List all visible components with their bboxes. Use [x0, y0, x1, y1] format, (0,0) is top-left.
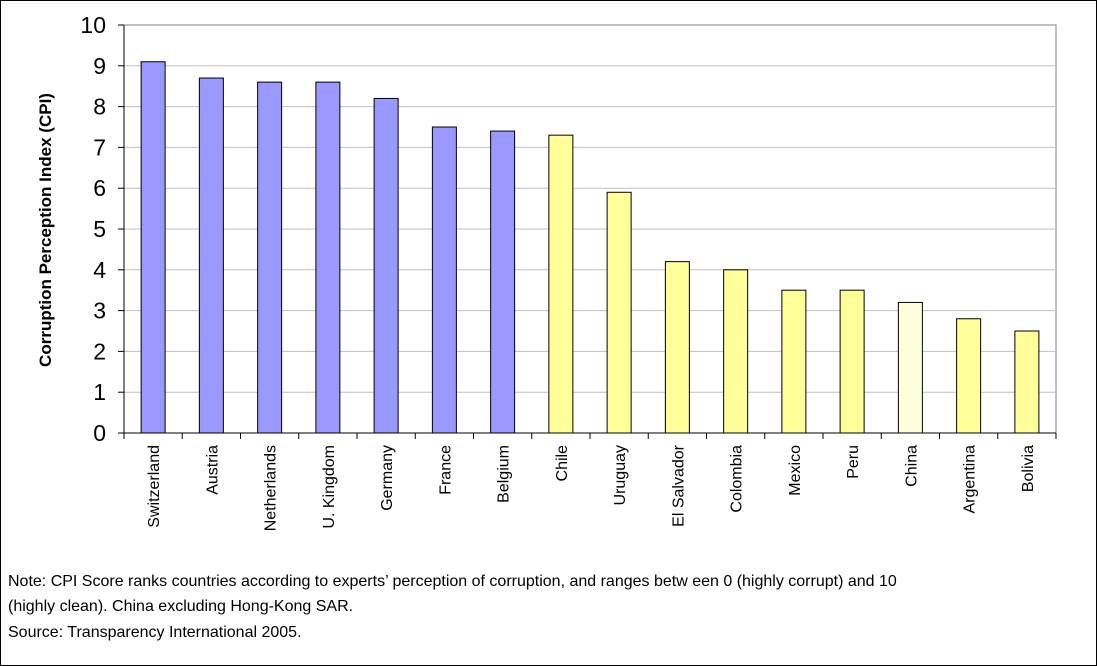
- x-tick-label: France: [437, 445, 454, 495]
- x-tick-label: China: [903, 445, 920, 487]
- bar-mexico: [781, 289, 807, 434]
- bar-bolivia: [1014, 330, 1040, 434]
- source-text: Source: Transparency International 2005.: [8, 624, 302, 641]
- bar-colombia: [723, 269, 749, 434]
- bar-belgium: [490, 130, 516, 434]
- y-tick-labels: 0 1 2 3 4 5 6 7 8 9 10: [80, 12, 106, 446]
- y-axis-label: Corruption Perception Index (CPI): [36, 93, 55, 367]
- x-tick-label: Switzerland: [146, 445, 163, 528]
- x-tick-label: Austria: [204, 445, 221, 495]
- y-tick-label: 0: [93, 420, 106, 446]
- y-tick-label: 1: [93, 379, 106, 405]
- bar-china: [897, 301, 923, 434]
- bar-el-salvador: [664, 261, 690, 434]
- bar-uruguay: [606, 191, 632, 434]
- x-tick-label: El Salvador: [670, 444, 687, 526]
- x-tick-label: Germany: [379, 445, 396, 511]
- note-text: Note: CPI Score ranks countries accordin…: [8, 573, 897, 590]
- x-tick-label: Argentina: [962, 445, 979, 514]
- note-text-continued: (highly clean). China excluding Hong-Kon…: [8, 598, 354, 615]
- x-tick-label: Netherlands: [263, 445, 280, 531]
- y-tick-label: 10: [80, 12, 106, 38]
- y-tick-label: 7: [93, 134, 106, 160]
- x-tick-label: U. Kingdom: [321, 445, 338, 529]
- bar-chart: 0 1 2 3 4 5 6 7 8 9 10 Switzerland Austria Netherlan…: [36, 12, 1057, 531]
- x-tick-label: Colombia: [729, 445, 746, 513]
- x-tick-label: Belgium: [496, 445, 513, 503]
- y-tick-label: 2: [93, 338, 106, 364]
- bar-france: [431, 126, 457, 434]
- y-tick-label: 5: [93, 216, 106, 242]
- x-tick-label: Uruguay: [612, 445, 629, 505]
- bars: [140, 61, 1040, 434]
- x-tick-label: Chile: [554, 445, 571, 482]
- y-tick-label: 4: [93, 257, 106, 283]
- x-tick-label: Peru: [845, 445, 862, 479]
- axes: [118, 24, 1057, 439]
- bar-austria: [198, 77, 224, 434]
- x-tick-label: Bolivia: [1020, 445, 1037, 492]
- bar-peru: [839, 289, 865, 434]
- bar-switzerland: [140, 61, 166, 434]
- bar-chile: [548, 134, 574, 434]
- bar-argentina: [956, 318, 982, 434]
- y-tick-label: 6: [93, 175, 106, 201]
- bar-germany: [373, 97, 399, 434]
- x-tick-labels: Switzerland Austria Netherlands U. Kingdom G…: [146, 444, 1037, 531]
- y-tick-label: 9: [93, 53, 106, 79]
- bar-u-kingdom: [315, 81, 341, 434]
- y-tick-label: 3: [93, 298, 106, 324]
- bar-netherlands: [257, 81, 283, 434]
- x-tick-label: Mexico: [787, 445, 804, 496]
- y-tick-label: 8: [93, 94, 106, 120]
